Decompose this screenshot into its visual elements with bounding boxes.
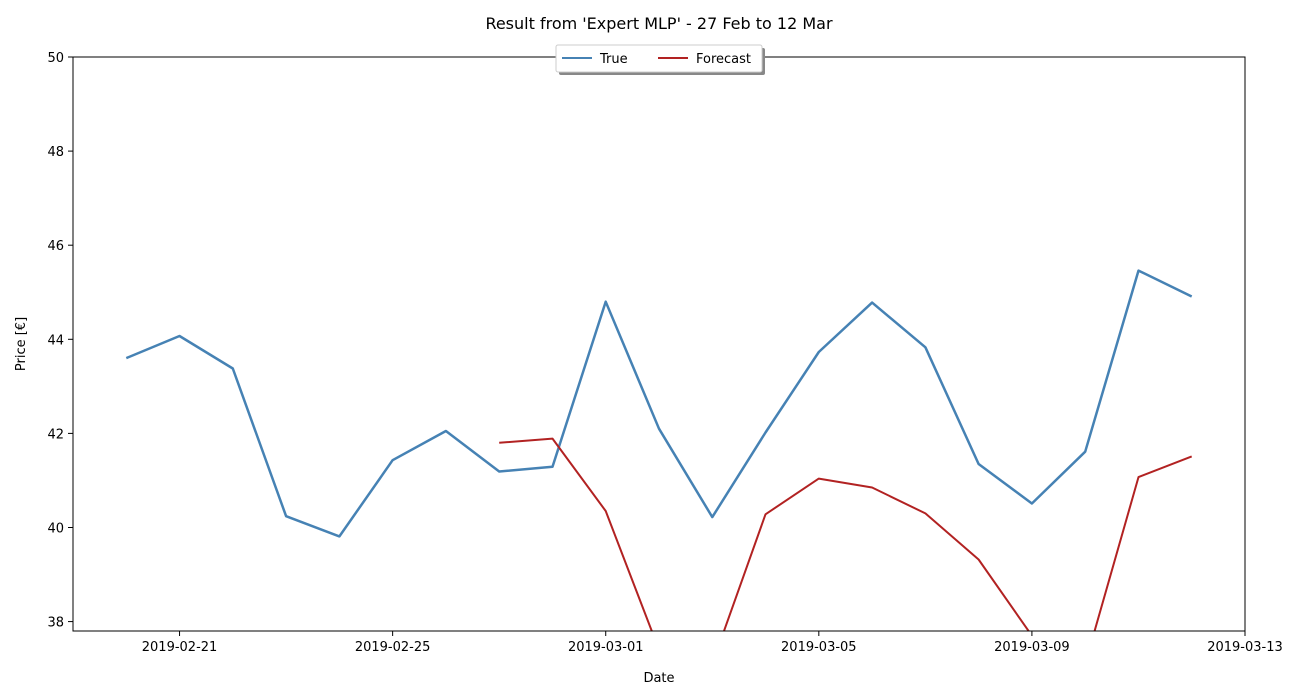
x-axis: 2019-02-21 2019-02-25 2019-03-01 2019-03-05… [142, 631, 1283, 655]
x-tick-label: 2019-03-13 [1207, 640, 1283, 655]
y-axis: 38 40 42 44 46 48 50 [47, 51, 73, 631]
legend: True Forecast [555, 44, 765, 75]
series-line-forecast [499, 437, 1193, 631]
y-tick-label: 46 [47, 239, 64, 254]
y-tick-label: 44 [47, 333, 64, 348]
y-tick-label: 42 [47, 427, 64, 442]
y-tick-label: 48 [47, 145, 64, 160]
chart-title: Result from 'Expert MLP' - 27 Feb to 12 … [485, 14, 833, 33]
series-layer [125, 269, 1193, 631]
x-tick-label: 2019-03-09 [994, 640, 1070, 655]
legend-label-true: True [599, 52, 628, 67]
x-tick-label: 2019-02-25 [355, 640, 431, 655]
series-line-true [125, 269, 1193, 538]
legend-label-forecast: Forecast [696, 52, 751, 67]
x-tick-label: 2019-02-21 [142, 640, 218, 655]
y-tick-label: 38 [47, 616, 64, 631]
y-tick-label: 40 [47, 521, 64, 536]
y-tick-label: 50 [47, 51, 64, 66]
y-axis-label: Price [€] [14, 317, 29, 371]
x-axis-label: Date [643, 671, 674, 686]
x-tick-label: 2019-03-01 [568, 640, 644, 655]
x-tick-label: 2019-03-05 [781, 640, 857, 655]
